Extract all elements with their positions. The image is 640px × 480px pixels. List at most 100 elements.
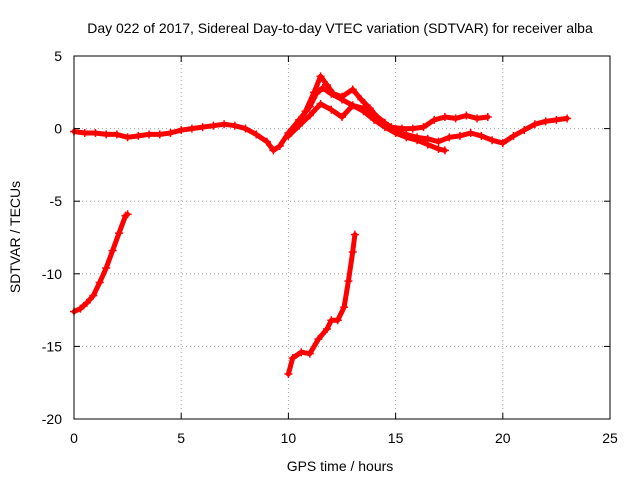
data-point <box>357 95 366 104</box>
x-tick-label: 20 <box>495 430 511 446</box>
data-point <box>473 114 482 123</box>
series-lower-branch <box>285 101 448 153</box>
x-tick-label: 0 <box>70 430 78 446</box>
data-point <box>318 83 327 92</box>
data-point <box>419 123 428 132</box>
data-point <box>301 107 310 116</box>
data-point <box>402 133 411 142</box>
data-point <box>440 112 449 121</box>
data-point <box>297 348 306 357</box>
data-point <box>348 101 357 110</box>
data-point <box>350 230 359 239</box>
y-tick-label: 0 <box>54 121 62 137</box>
series-layer <box>70 72 572 378</box>
data-point <box>423 140 432 149</box>
series-midday-trace <box>285 232 358 377</box>
data-point <box>445 133 454 142</box>
data-point <box>466 128 475 137</box>
data-point <box>520 126 529 135</box>
data-point <box>209 121 218 130</box>
data-point <box>488 136 497 145</box>
data-point <box>552 115 561 124</box>
data-point <box>365 104 374 113</box>
data-point <box>316 99 325 108</box>
data-point <box>91 128 100 137</box>
x-tick-label: 5 <box>177 430 185 446</box>
data-point <box>288 354 297 363</box>
data-point <box>329 89 338 98</box>
series-upper-branch <box>303 73 491 132</box>
data-point <box>530 120 539 129</box>
data-point <box>398 124 407 133</box>
series-early-trace <box>71 211 131 315</box>
data-point <box>82 298 91 307</box>
data-point <box>305 111 314 120</box>
data-point <box>241 124 250 133</box>
data-point <box>430 115 439 124</box>
data-point <box>102 130 111 139</box>
x-tick-label: 25 <box>602 430 618 446</box>
data-point <box>230 121 239 130</box>
data-point <box>252 130 261 139</box>
data-point <box>284 131 293 140</box>
data-point <box>344 277 353 286</box>
data-point <box>166 128 175 137</box>
data-point <box>145 130 154 139</box>
data-point <box>541 117 550 126</box>
data-point <box>89 291 98 300</box>
y-axis-label: SDTVAR / TECUs <box>7 181 23 293</box>
tick-labels: 0 5 10 15 20 25 -20 -15 -10 -5 0 5 <box>42 48 618 446</box>
data-point <box>155 130 164 139</box>
data-point <box>123 210 132 219</box>
data-point <box>391 128 400 137</box>
data-point <box>455 131 464 140</box>
data-point <box>370 115 379 124</box>
data-point <box>451 114 460 123</box>
y-tick-label: 5 <box>54 48 62 64</box>
data-point <box>115 229 124 238</box>
data-point <box>187 124 196 133</box>
data-point <box>380 123 389 132</box>
x-axis-label: GPS time / hours <box>287 458 394 474</box>
data-point <box>477 131 486 140</box>
data-point <box>316 72 325 81</box>
data-point <box>322 324 331 333</box>
data-point <box>177 126 186 135</box>
series-main-band <box>71 85 570 153</box>
x-tick-label: 10 <box>281 430 297 446</box>
data-point <box>509 131 518 140</box>
grid <box>74 56 610 419</box>
y-tick-label: -10 <box>42 266 62 282</box>
data-point <box>123 133 132 142</box>
data-point <box>305 349 314 358</box>
data-point <box>359 107 368 116</box>
data-point <box>434 144 443 153</box>
data-point <box>440 146 449 155</box>
data-point <box>563 114 572 123</box>
data-point <box>102 263 111 272</box>
y-tick-label: -15 <box>42 338 62 354</box>
data-point <box>338 92 346 101</box>
data-point <box>338 112 346 121</box>
data-point <box>322 81 331 90</box>
data-point <box>483 112 492 121</box>
data-point <box>275 142 284 151</box>
data-point <box>314 335 323 344</box>
ticks <box>73 55 611 420</box>
data-point <box>108 246 117 255</box>
data-point <box>434 137 443 146</box>
y-tick-label: -20 <box>42 411 62 427</box>
data-point <box>262 137 271 146</box>
chart-title: Day 022 of 2017, Sidereal Day-to-day VTE… <box>87 20 593 36</box>
data-point <box>284 369 293 378</box>
data-point <box>327 105 336 114</box>
data-point <box>112 130 121 139</box>
data-point <box>498 139 507 148</box>
data-point <box>348 248 357 257</box>
data-point <box>310 88 319 97</box>
data-point <box>269 146 278 155</box>
data-point <box>220 120 229 129</box>
data-point <box>348 85 357 94</box>
data-point <box>95 278 104 287</box>
